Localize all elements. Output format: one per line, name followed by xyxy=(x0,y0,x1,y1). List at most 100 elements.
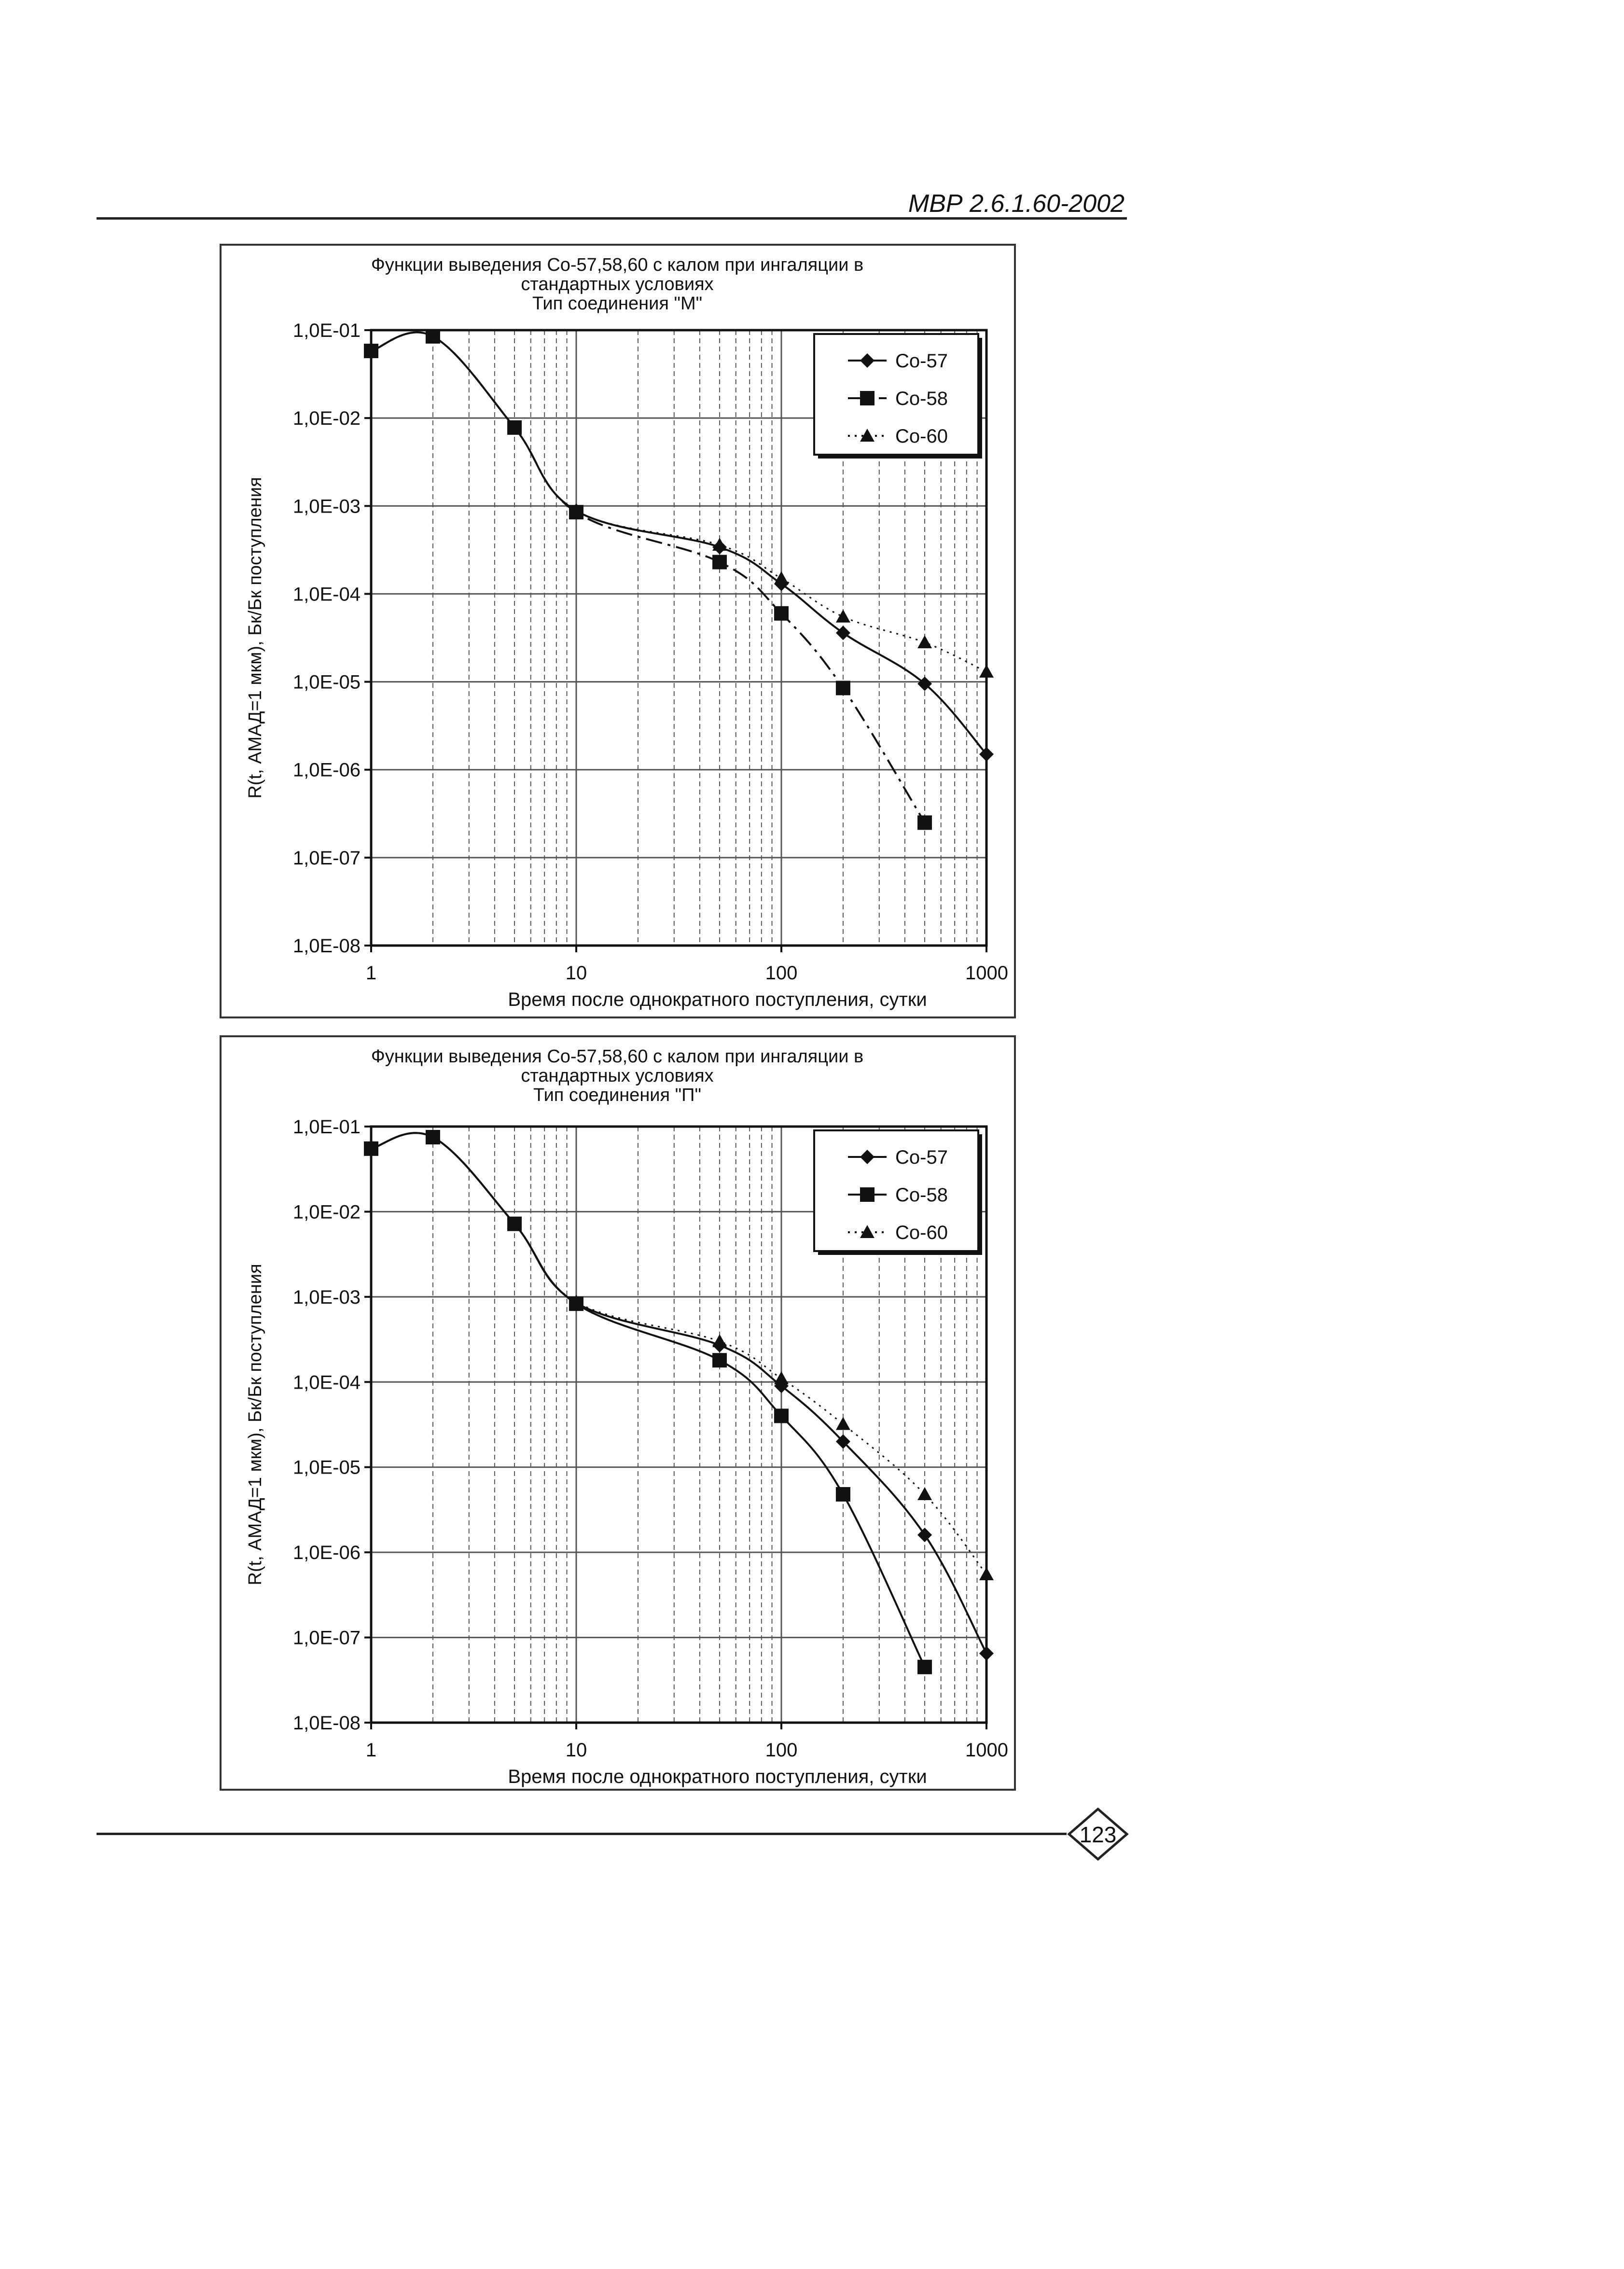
data-point-co-60 xyxy=(712,1334,727,1348)
legend-label-co-60: Co-60 xyxy=(895,426,948,447)
chart-frame-p: Функции выведения Со-57,58,60 с калом пр… xyxy=(220,1035,1016,1791)
data-point-co-60 xyxy=(425,329,440,342)
series-co-58 xyxy=(364,1130,932,1674)
data-point-co-58 xyxy=(774,1408,789,1423)
y-tick-label: 1,0E-08 xyxy=(293,935,361,957)
data-point-co-57 xyxy=(917,1528,932,1543)
data-point-co-60 xyxy=(507,1216,522,1230)
x-axis-label: Время после однократного поступления, су… xyxy=(508,989,927,1010)
data-point-co-60 xyxy=(835,609,850,623)
plot-area xyxy=(370,329,988,947)
chart-legend: Co-57 Co-58 Co-60 xyxy=(813,333,982,459)
plot-area xyxy=(370,1125,988,1724)
data-point-co-60 xyxy=(917,1487,932,1500)
x-axis-label: Время после однократного поступления, су… xyxy=(508,1766,927,1787)
y-tick-label: 1,0E-03 xyxy=(293,496,361,517)
series-line-co-60 xyxy=(371,332,987,673)
data-point-co-60 xyxy=(917,635,932,649)
y-tick-label: 1,0E-04 xyxy=(293,584,361,605)
legend-marker-co-60 xyxy=(860,429,874,442)
legend-marker-co-58 xyxy=(860,391,874,405)
data-point-co-57 xyxy=(979,747,994,762)
x-tick-label: 1000 xyxy=(965,1740,1008,1761)
x-tick-label: 1000 xyxy=(965,962,1008,984)
data-point-co-58 xyxy=(835,681,850,696)
y-axis-label: R(t, АМАД=1 мкм), Бк/Бк поступления xyxy=(245,1264,265,1585)
chart-title-line: Функции выведения Со-57,58,60 с калом пр… xyxy=(371,255,863,275)
y-tick-label: 1,0E-01 xyxy=(293,320,361,341)
y-tick-label: 1,0E-02 xyxy=(293,1201,361,1223)
x-tick-label: 100 xyxy=(765,962,798,984)
data-point-co-58 xyxy=(917,815,932,830)
x-tick-label: 1 xyxy=(366,962,376,984)
chart-title-line: Тип соединения "П" xyxy=(533,1085,701,1105)
page-number-badge: 123 xyxy=(1062,1805,1134,1863)
legend-marker-co-60 xyxy=(860,1225,874,1238)
data-point-co-60 xyxy=(774,1371,789,1384)
y-tick-label: 1,0E-05 xyxy=(293,1457,361,1478)
legend-marker-co-57 xyxy=(860,353,874,368)
data-point-co-60 xyxy=(364,1141,378,1155)
data-point-co-60 xyxy=(712,538,727,551)
data-point-co-60 xyxy=(835,1417,850,1430)
y-axis-label: R(t, АМАД=1 мкм), Бк/Бк поступления xyxy=(245,477,265,798)
data-point-co-60 xyxy=(979,664,994,678)
legend-marker-co-57 xyxy=(860,1150,874,1164)
data-point-co-60 xyxy=(569,1295,583,1308)
legend-box xyxy=(813,1129,979,1252)
data-point-co-57 xyxy=(917,676,932,691)
chart-type-m: Функции выведения Со-57,58,60 с калом пр… xyxy=(245,255,1008,1010)
data-point-co-60 xyxy=(364,344,378,357)
data-point-co-58 xyxy=(774,606,789,621)
x-tick-label: 10 xyxy=(566,1740,587,1761)
x-tick-label: 10 xyxy=(566,962,587,984)
series-co-60 xyxy=(364,329,994,678)
legend-label-co-60: Co-60 xyxy=(895,1222,948,1243)
page-number: 123 xyxy=(1080,1822,1117,1847)
data-point-co-60 xyxy=(507,420,522,433)
chart-type-p: Функции выведения Со-57,58,60 с калом пр… xyxy=(245,1046,1008,1787)
chart-frame-m: Функции выведения Со-57,58,60 с калом пр… xyxy=(220,244,1016,1018)
series-co-60 xyxy=(364,1130,994,1580)
data-point-co-60 xyxy=(569,503,583,517)
data-point-co-60 xyxy=(979,1567,994,1580)
legend-box xyxy=(813,333,979,456)
document-code: МВР 2.6.1.60-2002 xyxy=(908,190,1124,218)
legend-label-co-58: Co-58 xyxy=(895,1184,948,1206)
y-tick-label: 1,0E-07 xyxy=(293,848,361,869)
series-line-co-60 xyxy=(371,1132,987,1575)
chart-title-line: стандартных условиях xyxy=(521,274,713,294)
data-point-co-57 xyxy=(979,1646,994,1661)
legend-label-co-57: Co-57 xyxy=(895,350,948,372)
data-point-co-57 xyxy=(835,626,850,640)
data-point-co-60 xyxy=(774,571,789,585)
legend-label-co-57: Co-57 xyxy=(895,1147,948,1168)
data-point-co-57 xyxy=(835,1434,850,1449)
chart-title-line: стандартных условиях xyxy=(521,1066,713,1086)
x-tick-label: 100 xyxy=(765,1740,798,1761)
y-tick-label: 1,0E-05 xyxy=(293,672,361,693)
y-tick-label: 1,0E-04 xyxy=(293,1372,361,1393)
y-tick-label: 1,0E-06 xyxy=(293,1542,361,1563)
y-tick-label: 1,0E-01 xyxy=(293,1116,361,1138)
x-tick-label: 1 xyxy=(366,1740,376,1761)
data-point-co-60 xyxy=(425,1130,440,1143)
y-tick-label: 1,0E-06 xyxy=(293,760,361,781)
series-co-58 xyxy=(364,329,932,830)
chart-title-line: Тип соединения "М" xyxy=(532,293,702,314)
chart-legend: Co-57 Co-58 Co-60 xyxy=(813,1129,982,1255)
data-point-co-58 xyxy=(917,1659,932,1674)
y-tick-label: 1,0E-03 xyxy=(293,1287,361,1308)
data-point-co-58 xyxy=(712,555,727,570)
y-tick-label: 1,0E-07 xyxy=(293,1628,361,1649)
y-tick-label: 1,0E-08 xyxy=(293,1712,361,1734)
data-point-co-58 xyxy=(835,1487,850,1502)
legend-label-co-58: Co-58 xyxy=(895,388,948,409)
y-tick-label: 1,0E-02 xyxy=(293,408,361,429)
chart-title-line: Функции выведения Со-57,58,60 с калом пр… xyxy=(371,1046,863,1067)
legend-marker-co-58 xyxy=(860,1187,874,1202)
footer-rule xyxy=(97,1833,1067,1835)
page-number-diamond xyxy=(1067,1807,1129,1861)
header-rule xyxy=(97,217,1127,220)
data-point-co-58 xyxy=(712,1353,727,1368)
